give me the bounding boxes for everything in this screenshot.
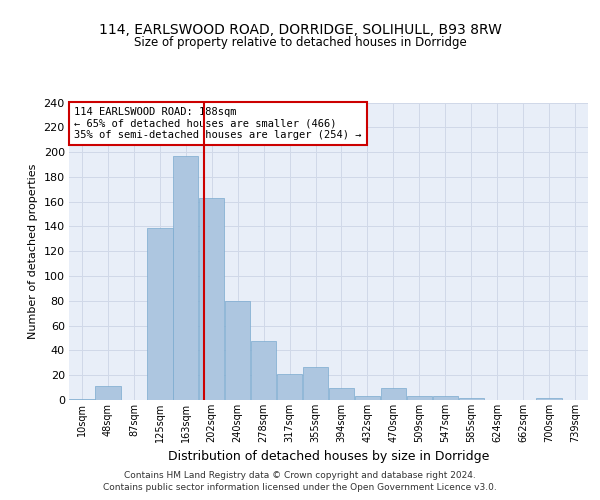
Bar (69, 399, 95, 400)
Bar (458, 398, 484, 400)
Bar (199, 198, 224, 400)
Text: 114, EARLSWOOD ROAD, DORRIDGE, SOLIHULL, B93 8RW: 114, EARLSWOOD ROAD, DORRIDGE, SOLIHULL,… (98, 22, 502, 36)
Bar (147, 228, 173, 400)
Text: Size of property relative to detached houses in Dorridge: Size of property relative to detached ho… (134, 36, 466, 49)
Bar (380, 388, 406, 400)
Bar (433, 396, 458, 400)
Bar (225, 301, 250, 400)
Bar (536, 398, 562, 400)
X-axis label: Distribution of detached houses by size in Dorridge: Distribution of detached houses by size … (168, 450, 489, 464)
Bar (251, 340, 277, 400)
Bar (277, 374, 302, 400)
Text: Contains HM Land Registry data © Crown copyright and database right 2024.: Contains HM Land Registry data © Crown c… (124, 472, 476, 480)
Bar (303, 366, 328, 400)
Y-axis label: Number of detached properties: Number of detached properties (28, 164, 38, 339)
Text: Contains public sector information licensed under the Open Government Licence v3: Contains public sector information licen… (103, 483, 497, 492)
Bar (329, 388, 354, 400)
Bar (95, 386, 121, 400)
Bar (407, 396, 432, 400)
Bar (355, 396, 380, 400)
Bar (173, 156, 199, 400)
Text: 114 EARLSWOOD ROAD: 188sqm
← 65% of detached houses are smaller (466)
35% of sem: 114 EARLSWOOD ROAD: 188sqm ← 65% of deta… (74, 107, 362, 140)
